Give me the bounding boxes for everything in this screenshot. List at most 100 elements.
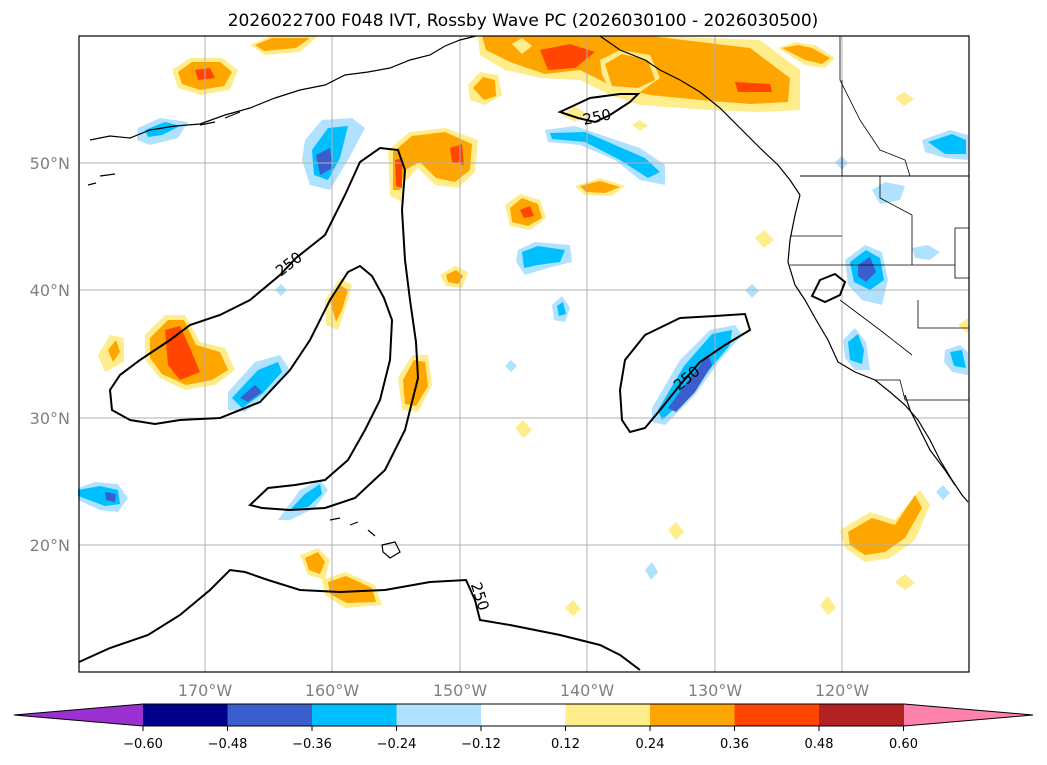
- anomaly-patch: [858, 257, 876, 282]
- colorbar-tick-label: 0.12: [551, 737, 580, 752]
- anomaly-patch: [328, 576, 376, 603]
- anomaly-patch: [557, 302, 566, 316]
- colorbar: −0.60 −0.48 −0.36 −0.24 −0.12 0.12 0.24 0.36 0.4…: [13, 703, 1034, 752]
- ivt-contour-south: [78, 568, 641, 671]
- colorbar-segment: [481, 704, 567, 726]
- anomaly-patch: [522, 246, 565, 268]
- colorbar-extension-min: [14, 704, 143, 726]
- colorbar-tick-label: −0.60: [123, 737, 163, 752]
- gridlines: [79, 36, 969, 672]
- ivt-250-contours: [78, 93, 847, 671]
- anomaly-patch: [515, 420, 532, 438]
- anomaly-patch: [912, 245, 940, 260]
- ivt-contour-north: [557, 93, 641, 124]
- lon-label-160w: 160°W: [305, 681, 360, 700]
- colorbar-extension-max: [904, 704, 1033, 726]
- anomaly-patch: [108, 340, 120, 362]
- anomaly-patch: [848, 334, 864, 364]
- lat-label-40n: 40°N: [30, 281, 70, 300]
- anomaly-patch: [848, 495, 922, 555]
- lat-label-30n: 30°N: [30, 409, 70, 428]
- anomaly-patch: [580, 181, 620, 193]
- anomaly-patch: [928, 134, 966, 154]
- lon-label-130w: 130°W: [688, 681, 743, 700]
- anomaly-patch: [895, 92, 914, 106]
- colorbar-tick-label: −0.36: [292, 737, 332, 752]
- colorbar-segment: [143, 704, 229, 726]
- anomaly-patch: [735, 82, 772, 92]
- anomaly-patch: [745, 284, 759, 298]
- colorbar-tick-label: 0.48: [805, 737, 834, 752]
- aleutian-islands: [87, 111, 241, 186]
- anomaly-patch: [520, 206, 534, 218]
- lon-label-120w: 120°W: [815, 681, 870, 700]
- anomaly-patch: [505, 360, 517, 372]
- ivt-contour-main: [108, 146, 420, 512]
- anomaly-patch: [782, 45, 830, 64]
- anomaly-patch: [255, 38, 310, 51]
- anomaly-patch: [446, 270, 463, 284]
- anomaly-patch: [755, 230, 774, 248]
- anomaly-patch: [936, 485, 950, 500]
- alaska-coastline: [89, 35, 477, 141]
- anomaly-patch: [395, 158, 402, 188]
- us-west-coast: [787, 194, 969, 503]
- anomaly-patch: [145, 122, 180, 137]
- anomaly-patch: [820, 596, 836, 615]
- anomaly-patch: [668, 355, 712, 412]
- anomaly-patch: [550, 132, 660, 178]
- anomaly-patch: [393, 132, 472, 190]
- colorbar-tick-label: 0.24: [636, 737, 665, 752]
- anomaly-patch: [950, 350, 966, 368]
- colorbar-segment: [734, 704, 820, 726]
- lon-label-150w: 150°W: [433, 681, 488, 700]
- anomaly-patch: [895, 574, 915, 590]
- figure-title: 2026022700 F048 IVT, Rossby Wave PC (202…: [228, 11, 819, 31]
- anomaly-patch: [632, 120, 648, 131]
- colorbar-tick-label: −0.12: [461, 737, 501, 752]
- latitude-labels: 50°N 40°N 30°N 20°N: [30, 154, 70, 555]
- colorbar-segment: [312, 704, 398, 726]
- colorbar-tick-label: 0.60: [889, 737, 918, 752]
- map-frame: [78, 35, 970, 673]
- anomaly-patch: [512, 38, 532, 54]
- lon-label-170w: 170°W: [178, 681, 233, 700]
- gulf-alaska-coast: [599, 35, 801, 196]
- colorbar-segment: [565, 704, 651, 726]
- lat-label-20n: 20°N: [30, 536, 70, 555]
- anomaly-patch: [316, 148, 333, 175]
- lat-label-50n: 50°N: [30, 154, 70, 173]
- anomaly-patch: [165, 326, 200, 380]
- baja-coast: [904, 394, 956, 486]
- anomaly-patch: [958, 318, 968, 334]
- state-borders: [790, 80, 969, 401]
- anomaly-patch: [668, 522, 684, 540]
- positive-anomaly-patches: [98, 36, 968, 616]
- anomaly-patch: [78, 486, 120, 506]
- colorbar-segment: [650, 704, 736, 726]
- map-panel: 250 250 250 250: [78, 35, 970, 673]
- colorbar-tick-label: 0.36: [720, 737, 749, 752]
- anomaly-patch: [473, 77, 496, 100]
- anomaly-patch: [645, 562, 658, 580]
- ivt-contour-east: [618, 312, 752, 434]
- colorbar-segment: [819, 704, 905, 726]
- colorbar-segment: [396, 704, 482, 726]
- anomaly-patch: [605, 54, 655, 88]
- north-america-interior: [839, 36, 911, 177]
- lon-label-140w: 140°W: [560, 681, 615, 700]
- colorbar-tick-label: −0.24: [377, 737, 417, 752]
- hawaii-islands: [329, 517, 401, 559]
- coastlines: [87, 35, 969, 559]
- anomaly-patch: [565, 600, 581, 616]
- colorbar-tick-label: −0.48: [208, 737, 248, 752]
- anomaly-patch: [240, 385, 262, 402]
- colorbar-segment: [227, 704, 313, 726]
- anomaly-patch: [290, 484, 322, 510]
- longitude-labels: 170°W 160°W 150°W 140°W 130°W 120°W: [178, 681, 870, 700]
- anomaly-patch: [403, 360, 428, 406]
- anomaly-patch: [105, 492, 116, 502]
- anomaly-patch: [540, 44, 595, 70]
- anomaly-patch: [305, 552, 325, 574]
